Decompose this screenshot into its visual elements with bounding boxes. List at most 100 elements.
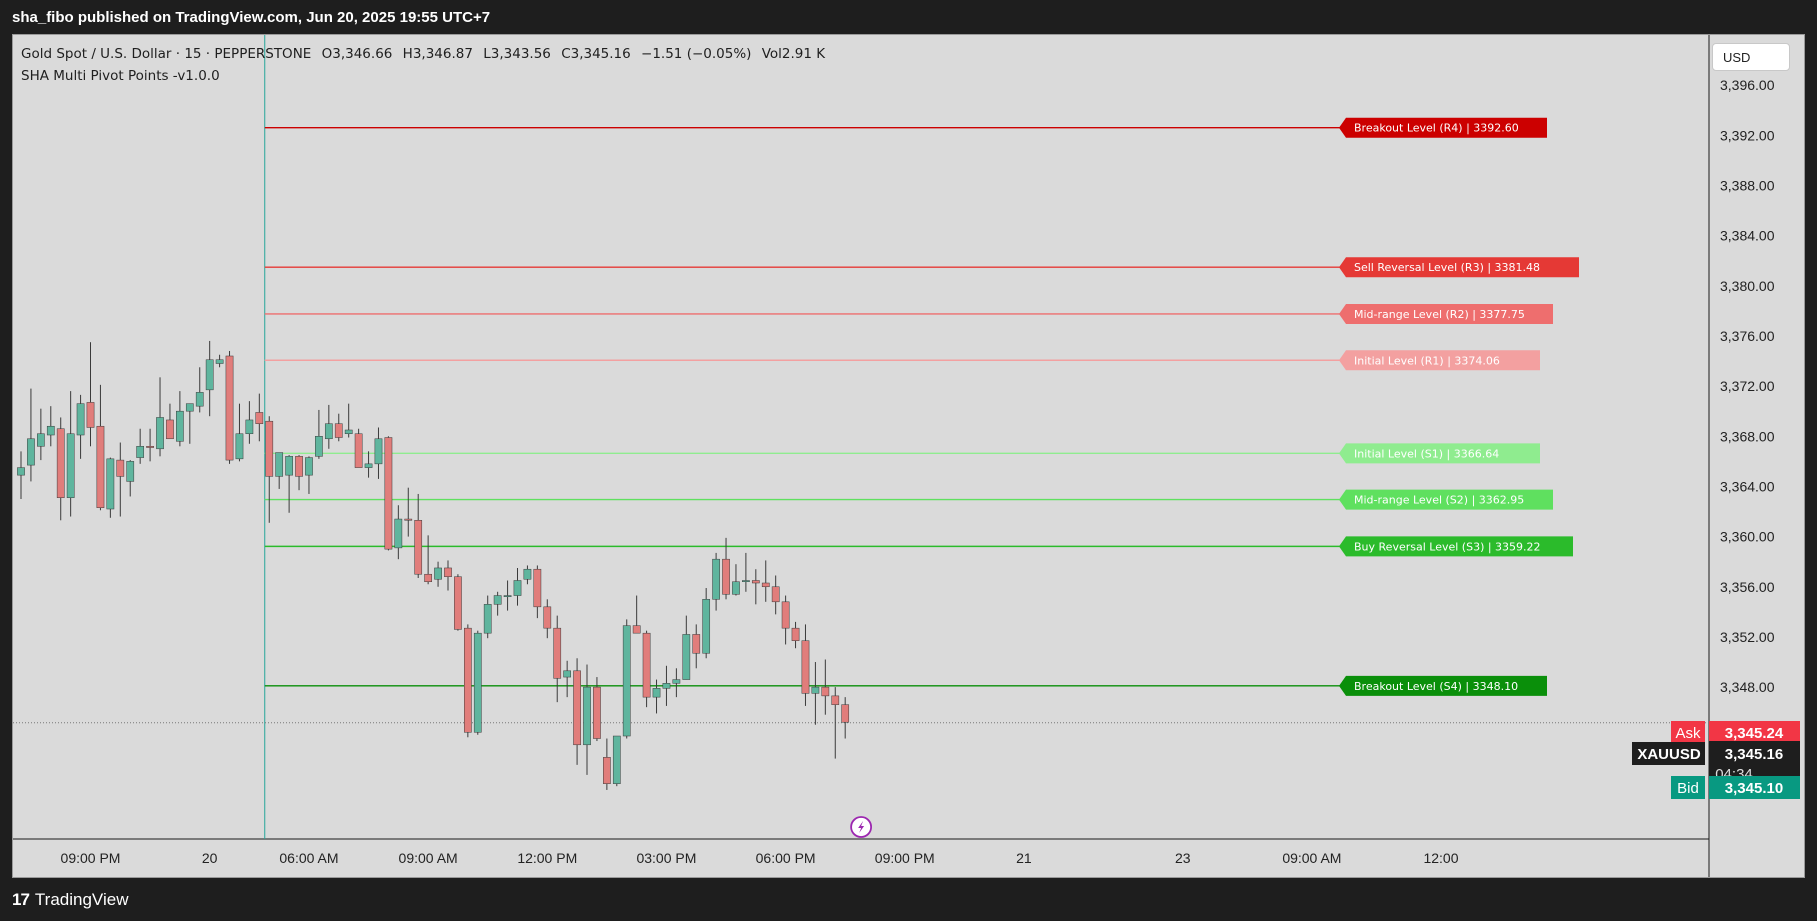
candle-body: [543, 606, 552, 629]
candle: [811, 662, 820, 725]
bid-tag: [1671, 776, 1705, 799]
candle: [364, 451, 373, 478]
candle-body: [622, 625, 631, 737]
y-tick-label: 3,348.00: [1720, 679, 1775, 695]
symbol-tag: [1632, 742, 1705, 765]
x-tick-label: 09:00 PM: [61, 850, 121, 866]
candle-body: [732, 581, 740, 595]
candle-body: [742, 580, 750, 583]
candle-body: [553, 627, 562, 679]
candle: [255, 393, 264, 442]
candle-body: [126, 461, 135, 482]
candle: [464, 624, 472, 738]
candle-body: [692, 634, 701, 654]
y-tick-label: 3,388.00: [1720, 177, 1775, 193]
pivot-label: Breakout Level (R4) | 3392.60: [1354, 122, 1519, 135]
candle: [622, 619, 631, 739]
candle-body: [295, 456, 303, 477]
candle: [146, 428, 154, 462]
event-bolt-icon: [858, 821, 865, 833]
candle: [17, 451, 25, 499]
candle: [473, 630, 482, 735]
candle: [166, 403, 174, 440]
candle: [414, 493, 423, 578]
candle-body: [404, 518, 413, 521]
candle-body: [96, 425, 105, 509]
candle-body: [76, 403, 85, 436]
candle: [751, 569, 760, 605]
candle: [275, 452, 284, 489]
candle: [305, 456, 313, 494]
candle: [394, 505, 403, 560]
candle-body: [354, 433, 363, 468]
candle-body: [583, 686, 591, 746]
candle: [801, 624, 810, 706]
candle: [444, 560, 452, 591]
candle-body: [642, 632, 651, 698]
candle: [404, 487, 413, 537]
x-tick-label: 21: [1016, 850, 1032, 866]
candle-body: [831, 695, 840, 705]
candle-body: [414, 520, 423, 575]
candle-body: [533, 568, 542, 608]
candle: [295, 455, 303, 491]
symbol-title[interactable]: Gold Spot / U.S. Dollar · 15 · PEPPERSTO…: [21, 46, 312, 62]
candle-body: [315, 436, 323, 457]
bid-price: 3,345.10: [1725, 780, 1783, 797]
pivot-label: Mid-range Level (R2) | 3377.75: [1354, 308, 1525, 321]
candle-body: [374, 438, 383, 465]
candle-body: [424, 573, 432, 583]
footer-brand[interactable]: TradingView: [34, 889, 129, 909]
pivot-label: Initial Level (S1) | 3366.64: [1354, 447, 1499, 460]
candle: [483, 595, 492, 639]
candle-body: [593, 686, 601, 739]
candle: [553, 615, 562, 703]
candle-body: [86, 402, 95, 428]
candle: [702, 588, 711, 659]
candle-body: [791, 627, 800, 641]
candle: [841, 697, 850, 739]
high-value: H3,346.87: [402, 46, 473, 62]
candle-body: [523, 568, 532, 580]
candle: [503, 580, 512, 611]
candle: [603, 738, 611, 790]
price-chart[interactable]: Breakout Level (R4) | 3392.60 Sell Revers…: [13, 35, 1804, 877]
candle: [742, 552, 750, 592]
candle: [76, 394, 85, 459]
candle-body: [66, 433, 75, 498]
y-tick-label: 3,380.00: [1720, 278, 1775, 294]
candle-body: [821, 686, 830, 697]
candle: [791, 621, 800, 649]
candle-body: [56, 428, 65, 498]
candle-body: [503, 595, 512, 597]
x-tick-label: 09:00 AM: [1282, 850, 1341, 866]
y-tick-label: 3,376.00: [1720, 328, 1775, 344]
candle-body: [275, 452, 284, 477]
candle: [235, 403, 244, 462]
ask-price: 3,345.24: [1725, 725, 1784, 742]
candle: [781, 595, 790, 645]
tradingview-logo-icon[interactable]: 17: [12, 889, 30, 909]
x-tick-label: 09:00 PM: [875, 850, 935, 866]
chart-frame[interactable]: Breakout Level (R4) | 3392.60 Sell Revers…: [12, 34, 1805, 878]
candle: [493, 591, 502, 616]
candle-body: [573, 670, 581, 746]
ask-price-tag: [1709, 721, 1800, 744]
candle-body: [364, 463, 373, 468]
candle-body: [46, 425, 55, 436]
candle-body: [682, 634, 691, 680]
x-tick-label: 23: [1175, 850, 1191, 866]
pivot-label-box: [1339, 536, 1573, 557]
currency-selector[interactable]: USD: [1712, 43, 1790, 71]
candle: [821, 659, 830, 715]
candle: [245, 401, 254, 444]
candle: [225, 350, 234, 464]
candle-body: [434, 567, 442, 580]
indicator-title[interactable]: SHA Multi Pivot Points -v1.0.0: [21, 68, 220, 84]
candle-body: [156, 417, 164, 450]
candle: [692, 624, 701, 669]
candle: [712, 552, 720, 611]
candle-body: [464, 627, 472, 733]
candle-body: [205, 359, 214, 391]
pivot-label-box: [1339, 303, 1553, 324]
